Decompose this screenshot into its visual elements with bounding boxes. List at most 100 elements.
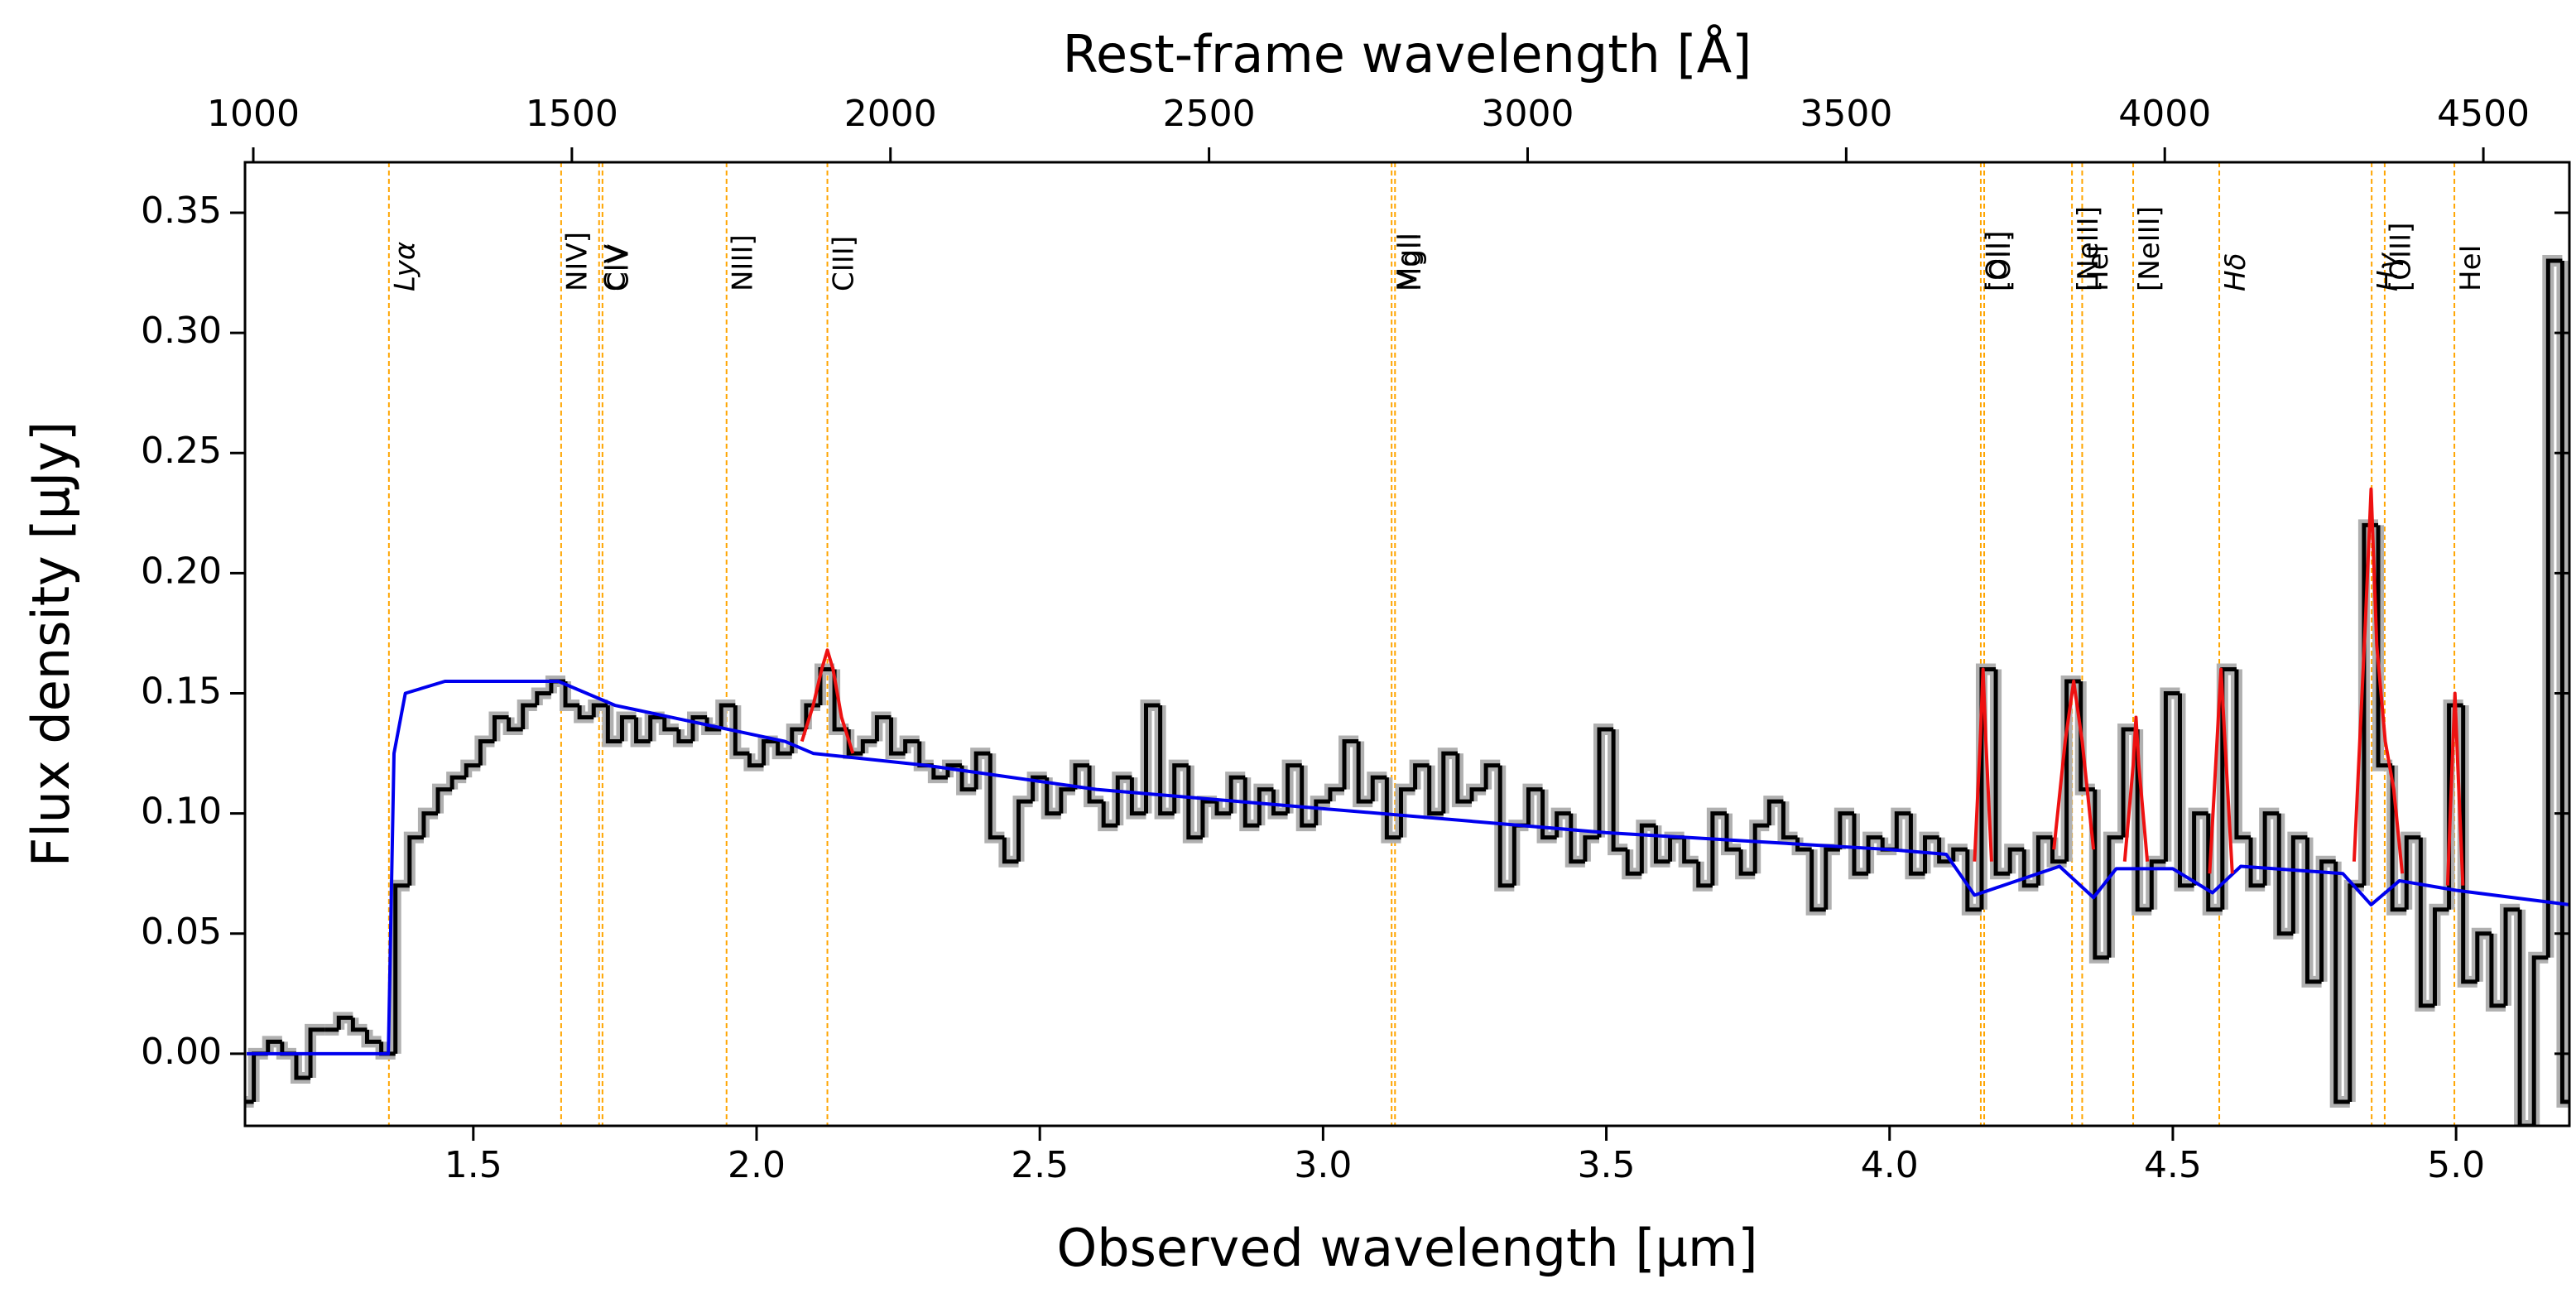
spectrum-step xyxy=(1597,727,1614,838)
spectrum-step xyxy=(1908,813,1925,876)
spectrum-step xyxy=(1016,799,1033,862)
spectrum-step xyxy=(1370,775,1387,802)
x2-tick-label: 3000 xyxy=(1481,93,1574,135)
spectrum-step xyxy=(507,717,523,732)
spectrum-step xyxy=(1384,777,1401,840)
spectrum-step xyxy=(1852,813,1869,876)
spectrum-step xyxy=(1824,847,1840,910)
emission-line-label: CIV xyxy=(599,244,632,291)
spectrum-step xyxy=(1031,775,1047,802)
emission-line-label: Hδ xyxy=(2219,253,2252,291)
spectrum-step xyxy=(1413,763,1430,790)
x-tick-label: 1.5 xyxy=(445,1144,502,1186)
emission-line-label: MgII xyxy=(1395,233,1428,291)
emission-line-label: [NeIII] xyxy=(2133,206,2166,291)
spectrum-step xyxy=(860,739,877,754)
spectrum-step xyxy=(1653,825,1670,864)
emission-line-label: [OII] xyxy=(1981,231,2014,291)
spectrum-step xyxy=(2517,909,2535,1126)
spectrum-step xyxy=(535,691,551,706)
spectrum-step xyxy=(2503,907,2521,1006)
emission-line-label: [NeIII] xyxy=(2072,206,2105,291)
spectrum-step xyxy=(2135,729,2152,912)
spectrum-step xyxy=(2035,835,2053,886)
spectrum-step xyxy=(776,741,792,756)
spectrum-step xyxy=(521,703,537,730)
y-tick-label: 0.30 xyxy=(141,310,222,352)
emission-line-label: CIII] xyxy=(827,236,860,291)
x2-tick-label: 4000 xyxy=(2118,93,2211,135)
x-tick-label: 3.0 xyxy=(1294,1144,1352,1186)
x-tick-label: 3.5 xyxy=(1578,1144,1636,1186)
spectrum-step xyxy=(1766,799,1784,826)
emission-line-label: HeI xyxy=(2082,244,2115,291)
y-axis-label: Flux density [μJy] xyxy=(21,421,81,867)
spectrum-step xyxy=(308,1027,325,1078)
spectrum-step xyxy=(762,739,778,766)
spectrum-step xyxy=(2545,258,2563,958)
x-tick-label: 4.0 xyxy=(1861,1144,1919,1186)
spectrum-step xyxy=(988,753,1005,840)
emission-line-label: NIV] xyxy=(561,232,594,291)
spectrum-step xyxy=(1144,703,1161,814)
y-tick-label: 0.10 xyxy=(141,791,222,833)
spectrum-step xyxy=(1115,775,1132,826)
spectrum-step xyxy=(619,715,637,742)
emission-line-label: HeI xyxy=(2454,244,2487,291)
spectrum-step xyxy=(2163,691,2180,862)
emission-line-label: [OII] xyxy=(1984,231,2017,291)
spectrum-step xyxy=(1483,763,1501,790)
spectrum-step xyxy=(1540,789,1557,840)
x-tick-label: 5.0 xyxy=(2427,1144,2485,1186)
spectrum-step xyxy=(874,715,892,742)
spectrum-step xyxy=(2177,693,2194,888)
plot-area xyxy=(245,162,2569,1126)
y-tick-label: 0.00 xyxy=(141,1031,222,1073)
spectrum-step xyxy=(1073,763,1090,790)
spectrum-step xyxy=(1300,765,1316,828)
spectrum-step xyxy=(2093,789,2109,960)
spectrum-step xyxy=(563,680,580,708)
spectrum-step xyxy=(1781,801,1798,840)
spectrum-step xyxy=(1710,811,1727,886)
spectrum-step xyxy=(605,705,622,744)
spectrum-step xyxy=(1795,837,1812,852)
spectrum-step xyxy=(2192,811,2208,886)
spectrum-step xyxy=(1809,849,1826,912)
spectrum-step xyxy=(718,703,736,730)
x2-axis-label: Rest-frame wavelength [Å] xyxy=(1063,24,1752,84)
x2-tick-label: 1500 xyxy=(526,93,618,135)
y-tick-label: 0.35 xyxy=(141,190,222,232)
spectrum-step xyxy=(1314,799,1330,826)
spectrum-step xyxy=(1583,835,1599,862)
spectrum-step xyxy=(747,753,764,768)
spectrum-step xyxy=(464,763,481,778)
emission-line-label: CIV xyxy=(603,244,636,291)
spectrum-step xyxy=(393,883,410,1054)
spectrum-step xyxy=(1738,849,1756,876)
x2-tick-label: 2500 xyxy=(1163,93,1256,135)
spectrum-step xyxy=(2050,837,2067,864)
spectrum-step xyxy=(903,739,920,754)
model-line xyxy=(247,679,2569,1055)
spectrum-step xyxy=(1242,777,1260,828)
spectrum-step xyxy=(2319,859,2336,982)
spectrum-step xyxy=(1993,669,2011,876)
spectrum-step xyxy=(407,835,424,886)
spectrum-step xyxy=(1441,751,1458,814)
x2-tick-label: 2000 xyxy=(844,93,937,135)
spectrum-step xyxy=(421,811,439,838)
spectrum-step xyxy=(1455,753,1473,804)
spectrum-step xyxy=(435,787,453,814)
x-tick-label: 2.5 xyxy=(1011,1144,1069,1186)
spectrum-step xyxy=(1682,837,1699,864)
model-line xyxy=(800,487,2465,886)
spectrum-step xyxy=(931,765,948,780)
spectrum-step xyxy=(2489,933,2506,1008)
spectrum-step xyxy=(2079,680,2095,792)
x-axis-label: Observed wavelength [μm] xyxy=(1056,1218,1757,1278)
spectrum-step xyxy=(2304,837,2322,984)
spectrum-step xyxy=(2432,907,2449,1006)
spectrum-step xyxy=(2007,847,2025,874)
